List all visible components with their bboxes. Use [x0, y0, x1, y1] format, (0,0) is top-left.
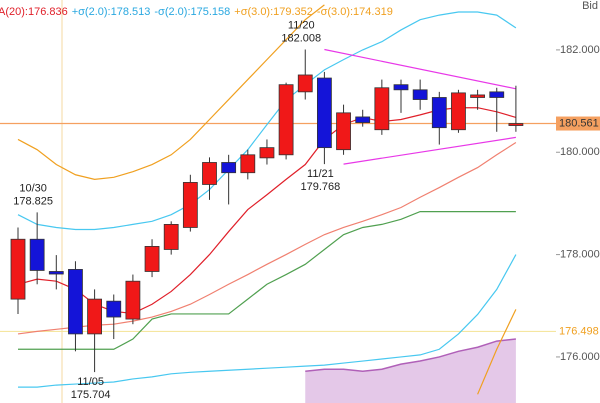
candle-body	[240, 154, 256, 174]
candle-body	[259, 147, 275, 159]
candle-body	[202, 162, 217, 185]
y-tick-label: 182.000	[560, 44, 600, 56]
legend: A(20):176.836 +σ(2.0):178.513 -σ(2.0):175.…	[0, 6, 393, 18]
price-axis: 176.000 178.000 180.000 182.000 180.561 176.4…	[556, 44, 600, 363]
legend-item: +σ(3.0):179.352	[234, 6, 313, 18]
annotation-value: 179.768	[301, 181, 341, 193]
candle-body	[316, 77, 332, 149]
annotation-value: 178.825	[13, 195, 53, 207]
indicator-line	[324, 48, 517, 90]
legend-item: -σ(3.0):174.319	[317, 6, 393, 18]
candle-body	[163, 224, 179, 250]
candle-body	[221, 162, 237, 174]
candle-body	[144, 246, 160, 272]
annotation-date: 11/20	[288, 19, 315, 31]
legend-item: A(20):176.836	[0, 6, 68, 18]
price-box	[556, 116, 600, 131]
indicator-line	[17, 4, 325, 180]
bid-label: Bid	[582, 0, 598, 12]
annotation-value: 182.008	[281, 32, 321, 44]
indicator-line	[17, 11, 517, 231]
legend-item: -σ(2.0):175.158	[154, 6, 230, 18]
candle-body	[125, 280, 141, 320]
candle-body	[278, 84, 294, 156]
candle-body	[297, 74, 313, 93]
candle-body	[68, 269, 83, 335]
candle-body	[336, 112, 351, 151]
candle-body	[106, 300, 122, 318]
y-tick-label: 176.000	[560, 351, 600, 363]
indicator-line	[17, 107, 517, 315]
candle-body	[355, 116, 371, 123]
candle-body	[412, 89, 428, 100]
candle-body	[431, 97, 447, 129]
indicator-line	[18, 211, 516, 350]
price-label: 180.561	[559, 117, 599, 129]
y-tick-label: 178.000	[560, 248, 600, 260]
indicator-line	[343, 136, 516, 165]
plot-area	[0, 4, 556, 403]
candle-body	[29, 238, 45, 271]
annotation-value: 175.704	[71, 389, 111, 401]
y-tick-label: 180.000	[560, 146, 600, 158]
candle-body	[87, 298, 102, 335]
candle-body	[451, 92, 466, 131]
annotation-date: 11/21	[307, 168, 334, 180]
price-label: 176.498	[559, 325, 599, 337]
cloud-edge	[305, 338, 516, 373]
candle-body	[374, 87, 390, 131]
indicator-line	[18, 254, 517, 388]
candle-body	[489, 91, 505, 98]
candle-body	[48, 271, 64, 275]
candle-body	[182, 182, 198, 228]
annotation-date: 10/30	[19, 182, 47, 194]
legend-item: +σ(2.0):178.513	[72, 6, 151, 18]
candle-body	[393, 84, 409, 91]
candle-body	[508, 123, 524, 126]
cloud-area	[305, 339, 516, 403]
candle-body	[10, 238, 26, 300]
annotation-date: 11/05	[77, 376, 104, 388]
indicator-line	[477, 309, 517, 395]
candle-body	[470, 94, 486, 98]
